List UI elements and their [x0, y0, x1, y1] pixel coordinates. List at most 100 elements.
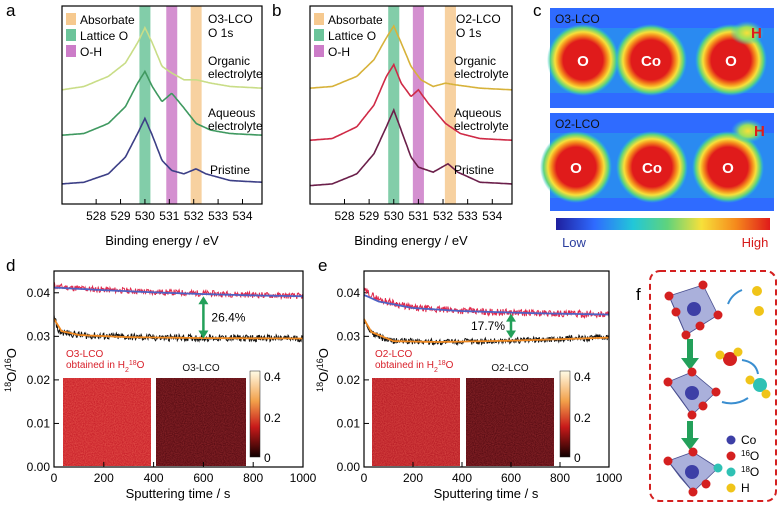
y-tick-label: 0.02	[27, 373, 51, 387]
h-glow	[731, 119, 765, 143]
legend-label: Lattice O	[328, 29, 376, 43]
octahedron-face	[667, 460, 694, 493]
atom-label-o: O	[570, 160, 582, 177]
x-tick-label: 0	[51, 471, 58, 485]
xps-chart-o2-lco: 528 529 530 531 532 533 534 Binding energy / e…	[309, 5, 513, 248]
series-label: electrolyte	[454, 67, 509, 81]
series-label: Pristine	[210, 163, 250, 177]
caption-sub-2: 2	[125, 367, 129, 374]
plot-frame	[363, 270, 610, 468]
density-map-o3: O Co O H O3-LCO	[547, 8, 774, 108]
legend-swatch	[66, 45, 76, 57]
x-axis-ticks: 0 200 400 600 800 1000	[51, 462, 317, 485]
band-group	[388, 6, 456, 204]
series-line-pristine	[309, 107, 512, 187]
x-tick-label: 529	[111, 209, 131, 223]
y-tick-label: 0.03	[27, 329, 51, 343]
series-label: electrolyte	[208, 67, 263, 81]
legend-label: Lattice O	[80, 29, 128, 43]
series-label: electrolyte	[454, 119, 509, 133]
series-group	[309, 24, 512, 187]
panel-label-c: c	[533, 1, 542, 20]
legend-swatch	[66, 13, 76, 25]
xps-chart-o3-lco: 528 529 530 531 532 533 534 Binding energy / e…	[61, 5, 263, 248]
inset-cbar-tick: 0.4	[264, 370, 281, 384]
difference-annotation: 17.7%	[471, 313, 516, 339]
o18-atom	[753, 378, 767, 392]
difference-annotation: 26.4%	[198, 296, 246, 339]
inset-caption-right: O3-LCO	[182, 363, 219, 374]
o16-atom	[671, 307, 681, 317]
isotope-ratio-chart-o3: 0.000.010.020.030.04 18O/16O 0.4 0.2 0 O…	[3, 270, 317, 501]
caption-sup-18: 18	[129, 360, 137, 367]
h-label: H	[754, 123, 765, 140]
o16-atom	[664, 291, 674, 301]
colorbar-high-label: High	[742, 235, 769, 250]
plot-frame	[61, 5, 263, 205]
inset-caption-line2: obtained in H218O	[66, 360, 145, 374]
y-axis-title-mid: O/	[4, 368, 19, 382]
chart-subtitle: O 1s	[208, 26, 233, 40]
legend-o18-swatch	[726, 467, 736, 477]
y-axis-title: 18O/16O	[315, 348, 331, 392]
legend-o16-label: 16O	[741, 449, 759, 464]
y-axis-title: 18O/16O	[3, 348, 19, 392]
caption-sub-2: 2	[434, 367, 438, 374]
o16-atom	[711, 387, 721, 397]
series-group	[363, 287, 610, 347]
series-group	[61, 25, 263, 185]
octahedron-face	[667, 381, 693, 416]
colorbar	[556, 218, 770, 230]
annotation-head-up	[506, 313, 516, 322]
inset-right-texture	[466, 378, 554, 466]
legend-o18-label: 18O	[741, 465, 759, 480]
panel-label-f: f	[636, 285, 641, 304]
inset-caption-right: O2-LCO	[491, 363, 528, 374]
annotation-label: 26.4%	[211, 310, 245, 324]
h-atom	[752, 286, 762, 296]
exchange-arrow	[727, 289, 743, 305]
series-label: Aqueous	[208, 106, 255, 120]
caption-sup-18: 18	[438, 360, 446, 367]
series-label: Organic	[208, 54, 250, 68]
x-tick-label: 530	[135, 209, 155, 223]
h-atom	[754, 306, 764, 316]
inset-cbar-tick: 0.2	[574, 411, 591, 425]
atom-label-o: O	[725, 53, 737, 70]
atom-label-co: Co	[641, 53, 661, 70]
h-atom	[715, 350, 725, 360]
y-tick-label: 0.04	[337, 286, 361, 300]
o16-atom	[663, 456, 673, 466]
inset-cbar-tick: 0	[264, 451, 271, 465]
legend-label: O-H	[80, 45, 102, 59]
o16-atom	[687, 367, 697, 377]
atom-glow-co	[616, 131, 688, 203]
series-label: electrolyte	[208, 119, 263, 133]
x-tick-label: 534	[232, 209, 252, 223]
step-arrow-head	[681, 358, 699, 370]
co-atom	[685, 465, 699, 479]
atom-label-co: Co	[642, 160, 662, 177]
x-tick-label: 530	[384, 209, 404, 223]
band-absorbate	[190, 6, 202, 204]
inset-map-left	[372, 378, 460, 466]
inset-left-texture	[63, 378, 151, 466]
y-axis-title-sup1: 18	[3, 382, 13, 392]
series-label: Pristine	[454, 163, 494, 177]
chart-title: O2-LCO	[456, 12, 501, 26]
inset-caption-line2: obtained in H218O	[375, 360, 454, 374]
map-title: O2-LCO	[555, 117, 600, 131]
legend-co-label: Co	[741, 433, 757, 447]
legend: Absorbate Lattice O O-H	[66, 13, 135, 59]
x-tick-label: 534	[482, 209, 502, 223]
inset-map-left	[63, 378, 151, 466]
legend-swatch	[314, 13, 324, 25]
legend-swatch	[66, 29, 76, 41]
band-lattice-o	[388, 6, 400, 204]
h-atom	[733, 347, 743, 357]
y-axis-title-sup1: 18	[315, 382, 325, 392]
series-line-aqueous-electrolyte	[61, 69, 263, 136]
x-tick-label: 200	[403, 471, 423, 485]
y-axis-title-mid: O/	[316, 368, 331, 382]
